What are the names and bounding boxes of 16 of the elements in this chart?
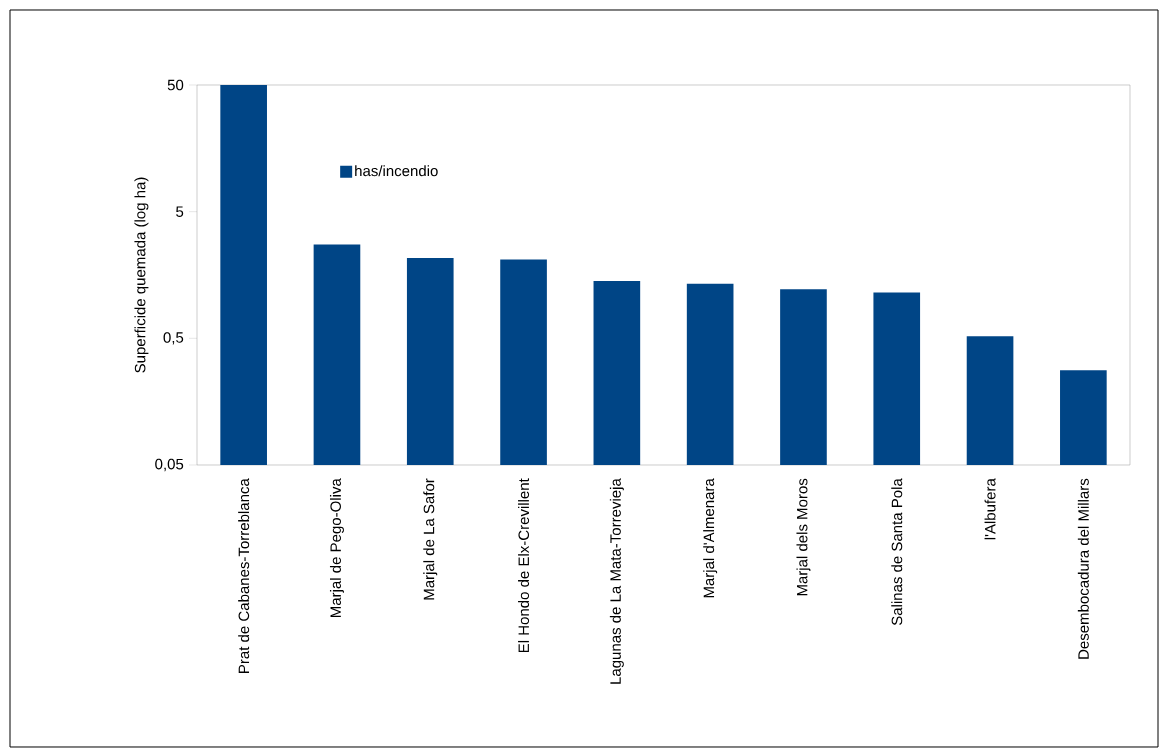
x-tick-label: El Hondo de Elx-Crevillent bbox=[518, 478, 530, 653]
x-tick-label: Salinas de Santa Pola bbox=[891, 478, 903, 626]
legend-label: has/incendio bbox=[355, 165, 438, 177]
x-tick-label: Prat de Cabanes-Torreblanca bbox=[238, 478, 250, 673]
x-tick-label: Marjal dels Moros bbox=[796, 478, 811, 596]
y-tick-label: 5 bbox=[176, 206, 184, 217]
y-tick-label: 50 bbox=[167, 79, 184, 91]
x-tick-label: Marjal de Pego-Oliva bbox=[329, 478, 344, 618]
x-tick-label: Lagunas de La Mata-Torrevieja bbox=[609, 478, 624, 684]
y-tick-label: 0,5 bbox=[163, 332, 184, 345]
x-tick-label: Marjal de La Safor bbox=[423, 478, 438, 600]
x-tick-label: l'Albufera bbox=[984, 478, 996, 540]
y-tick-label: 0,05 bbox=[155, 458, 184, 472]
x-tick-label: Desembocadura del Millars bbox=[1077, 478, 1089, 659]
x-tick-label: Marjal d'Almenara bbox=[703, 478, 718, 598]
y-axis-title: Superficide quemada (log ha) bbox=[134, 177, 149, 373]
